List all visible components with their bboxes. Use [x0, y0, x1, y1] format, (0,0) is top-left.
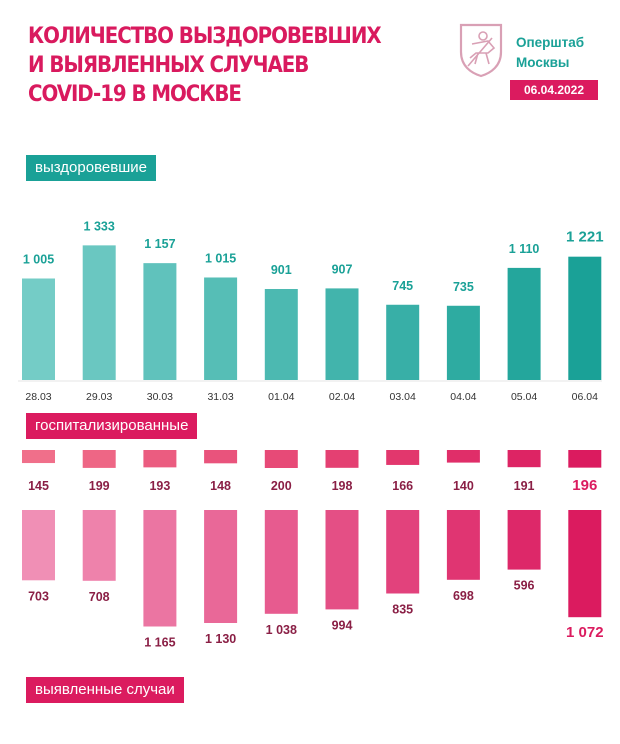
- legend-recovered: выздоровевшие: [26, 155, 156, 181]
- detected-label-05.04: 596: [514, 579, 535, 593]
- recovered-bar-03.04: [386, 304, 420, 380]
- hospitalized-label-06.04: 196: [572, 477, 597, 494]
- legend-detected: выявленные случаи: [26, 677, 184, 703]
- recovered-bar-02.04: [325, 288, 359, 380]
- date-label-31.03: 31.03: [207, 391, 233, 403]
- hospitalized-bar-29.03: [82, 450, 116, 468]
- detected-label-29.03: 708: [89, 590, 110, 604]
- recovered-label-30.03: 1 157: [144, 237, 175, 251]
- hospitalized-bar-06.04: [568, 450, 602, 468]
- date-label-06.04: 06.04: [572, 391, 598, 403]
- detected-bar-02.04: [325, 510, 359, 610]
- hospitalized-label-02.04: 198: [332, 479, 353, 493]
- detected-label-06.04: 1 072: [566, 624, 604, 641]
- detected-label-03.04: 835: [392, 603, 413, 617]
- date-label-01.04: 01.04: [268, 391, 294, 403]
- recovered-label-28.03: 1 005: [23, 252, 54, 266]
- recovered-bar-05.04: [507, 267, 541, 380]
- hospitalized-label-05.04: 191: [514, 479, 535, 493]
- recovered-label-06.04: 1 221: [566, 229, 604, 246]
- hospitalized-bar-03.04: [386, 450, 420, 465]
- hospitalized-bar-01.04: [264, 450, 298, 468]
- hospitalized-bar-04.04: [446, 450, 480, 463]
- recovered-label-05.04: 1 110: [509, 242, 540, 256]
- date-label-30.03: 30.03: [147, 391, 173, 403]
- recovered-label-31.03: 1 015: [205, 251, 236, 265]
- detected-label-31.03: 1 130: [205, 632, 236, 646]
- date-label-29.03: 29.03: [86, 391, 112, 403]
- detected-bar-28.03: [22, 510, 55, 581]
- date-label-28.03: 28.03: [25, 391, 51, 403]
- recovered-bar-29.03: [82, 245, 116, 380]
- detected-label-28.03: 703: [28, 589, 49, 603]
- moscow-coat-of-arms-icon: [458, 22, 504, 83]
- recovered-bar-01.04: [264, 288, 298, 380]
- title-line-3: COVID-19 В МОСКВЕ: [28, 81, 242, 107]
- detected-bar-05.04: [507, 510, 541, 570]
- detected-bar-31.03: [204, 510, 238, 623]
- recovered-label-03.04: 745: [392, 279, 413, 293]
- date-label-02.04: 02.04: [329, 391, 355, 403]
- hospitalized-bar-31.03: [204, 450, 238, 464]
- org-line-2: Москвы: [516, 55, 570, 70]
- hospitalized-label-28.03: 145: [28, 479, 49, 493]
- recovered-label-29.03: 1 333: [84, 219, 115, 233]
- recovered-label-04.04: 735: [453, 280, 474, 294]
- detected-label-02.04: 994: [332, 618, 353, 632]
- detected-bar-06.04: [568, 510, 602, 618]
- title-line-2: И ВЫЯВЛЕННЫХ СЛУЧАЕВ: [28, 52, 309, 78]
- recovered-bar-28.03: [22, 278, 55, 380]
- date-label-04.04: 04.04: [450, 391, 476, 403]
- recovered-label-02.04: 907: [332, 262, 353, 276]
- date-label-05.04: 05.04: [511, 391, 537, 403]
- hospitalized-label-01.04: 200: [271, 479, 292, 493]
- detected-label-04.04: 698: [453, 589, 474, 603]
- detected-bar-29.03: [82, 510, 116, 581]
- hospitalized-bar-05.04: [507, 450, 541, 468]
- legend-hospitalized: госпитализированные: [26, 413, 198, 439]
- recovered-bar-30.03: [143, 263, 177, 380]
- date-label-03.04: 03.04: [390, 391, 416, 403]
- recovered-bar-04.04: [446, 305, 480, 380]
- hospitalized-bar-28.03: [22, 450, 55, 464]
- detected-label-30.03: 1 165: [144, 636, 175, 650]
- detected-bar-01.04: [264, 510, 298, 614]
- recovered-bar-31.03: [204, 277, 238, 380]
- hospitalized-label-31.03: 148: [210, 479, 231, 493]
- detected-bar-04.04: [446, 510, 480, 580]
- hospitalized-bar-30.03: [143, 450, 177, 468]
- recovered-bar-06.04: [568, 256, 602, 380]
- detected-bar-03.04: [386, 510, 420, 594]
- hospitalized-label-04.04: 140: [453, 479, 474, 493]
- hospitalized-bar-02.04: [325, 450, 359, 468]
- org-line-1: Оперштаб: [516, 35, 585, 50]
- hospitalized-label-03.04: 166: [392, 479, 413, 493]
- date-badge: 06.04.2022: [510, 80, 598, 100]
- hospitalized-label-29.03: 199: [89, 479, 110, 493]
- recovered-label-01.04: 901: [271, 263, 292, 277]
- detected-label-01.04: 1 038: [266, 623, 297, 637]
- hospitalized-label-30.03: 193: [149, 479, 170, 493]
- org-name: Оперштаб Москвы: [516, 33, 584, 73]
- detected-bar-30.03: [143, 510, 177, 627]
